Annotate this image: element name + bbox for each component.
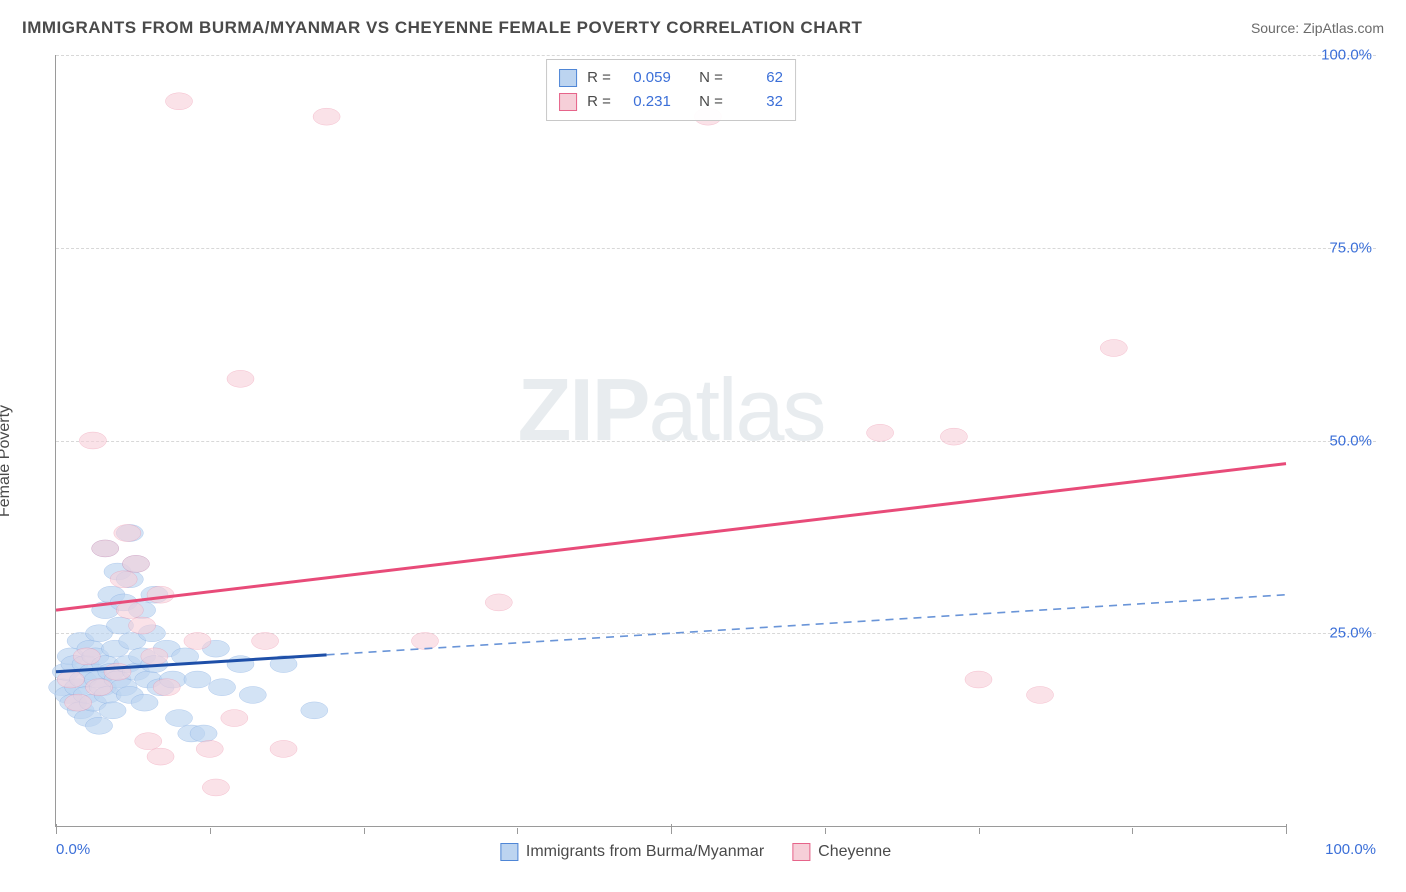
data-point <box>86 717 113 734</box>
y-tick-label: 75.0% <box>1329 239 1372 256</box>
data-point <box>313 108 340 125</box>
data-point <box>1100 339 1127 356</box>
y-tick-label: 25.0% <box>1329 625 1372 642</box>
data-point <box>411 632 438 649</box>
data-point <box>165 93 192 110</box>
data-point <box>221 710 248 727</box>
legend-row: R = 0.059 N = 62 <box>559 66 783 90</box>
legend-row: R = 0.231 N = 32 <box>559 90 783 114</box>
data-point <box>209 679 236 696</box>
data-point <box>202 779 229 796</box>
data-point <box>252 632 279 649</box>
chart-area: Female Poverty ZIPatlas R =0.059 N =62R … <box>15 55 1376 867</box>
legend-swatch <box>792 843 810 861</box>
data-point <box>270 740 297 757</box>
plot-region: ZIPatlas R =0.059 N =62R =0.231 N =32 25… <box>55 55 1286 827</box>
legend-label: Immigrants from Burma/Myanmar <box>526 843 764 861</box>
legend-label: Cheyenne <box>818 843 891 861</box>
x-tick-label: 100.0% <box>1325 841 1376 858</box>
data-point <box>135 733 162 750</box>
x-tick <box>517 828 518 834</box>
data-point <box>184 671 211 688</box>
data-point <box>114 525 141 542</box>
data-point <box>965 671 992 688</box>
data-point <box>73 648 100 665</box>
chart-title: IMMIGRANTS FROM BURMA/MYANMAR VS CHEYENN… <box>22 18 862 38</box>
data-point <box>190 725 217 742</box>
data-point <box>99 702 126 719</box>
data-point <box>239 686 266 703</box>
data-point <box>65 694 92 711</box>
x-tick <box>1132 828 1133 834</box>
n-label: N = <box>699 90 723 114</box>
data-point <box>867 424 894 441</box>
x-tick <box>825 828 826 834</box>
data-point <box>147 586 174 603</box>
data-point <box>129 617 156 634</box>
x-tick <box>210 828 211 834</box>
data-point <box>301 702 328 719</box>
legend-swatch <box>559 93 577 111</box>
data-point <box>147 748 174 765</box>
x-tick <box>364 828 365 834</box>
r-value: 0.059 <box>621 66 671 90</box>
data-point <box>940 428 967 445</box>
data-point <box>485 594 512 611</box>
data-point <box>57 671 84 688</box>
n-value: 62 <box>733 66 783 90</box>
y-tick-label: 50.0% <box>1329 432 1372 449</box>
data-point <box>196 740 223 757</box>
data-point <box>110 571 137 588</box>
data-point <box>184 632 211 649</box>
data-point <box>131 694 158 711</box>
trend-line-extrapolated <box>327 595 1286 655</box>
data-point <box>141 648 168 665</box>
n-label: N = <box>699 66 723 90</box>
data-point <box>122 555 149 572</box>
x-tick <box>979 828 980 834</box>
data-point <box>79 432 106 449</box>
correlation-legend: R = 0.059 N = 62 R = 0.231 N = 32 <box>546 59 796 121</box>
r-label: R = <box>587 66 611 90</box>
r-value: 0.231 <box>621 90 671 114</box>
source-label: Source: ZipAtlas.com <box>1251 20 1384 36</box>
x-tick-label: 0.0% <box>56 841 90 858</box>
data-point <box>86 679 113 696</box>
trend-line <box>56 464 1286 610</box>
legend-item: Cheyenne <box>792 843 891 861</box>
legend-item: Immigrants from Burma/Myanmar <box>500 843 764 861</box>
n-value: 32 <box>733 90 783 114</box>
x-tick <box>1286 824 1287 834</box>
data-point <box>116 602 143 619</box>
y-axis-label: Female Poverty <box>0 405 14 517</box>
scatter-svg <box>56 55 1286 826</box>
data-point <box>1026 686 1053 703</box>
data-point <box>153 679 180 696</box>
data-point <box>227 370 254 387</box>
legend-swatch <box>559 69 577 87</box>
data-point <box>165 710 192 727</box>
r-label: R = <box>587 90 611 114</box>
series-legend: Immigrants from Burma/Myanmar Cheyenne <box>500 843 891 861</box>
legend-swatch <box>500 843 518 861</box>
data-point <box>92 540 119 557</box>
y-tick-label: 100.0% <box>1321 47 1372 64</box>
